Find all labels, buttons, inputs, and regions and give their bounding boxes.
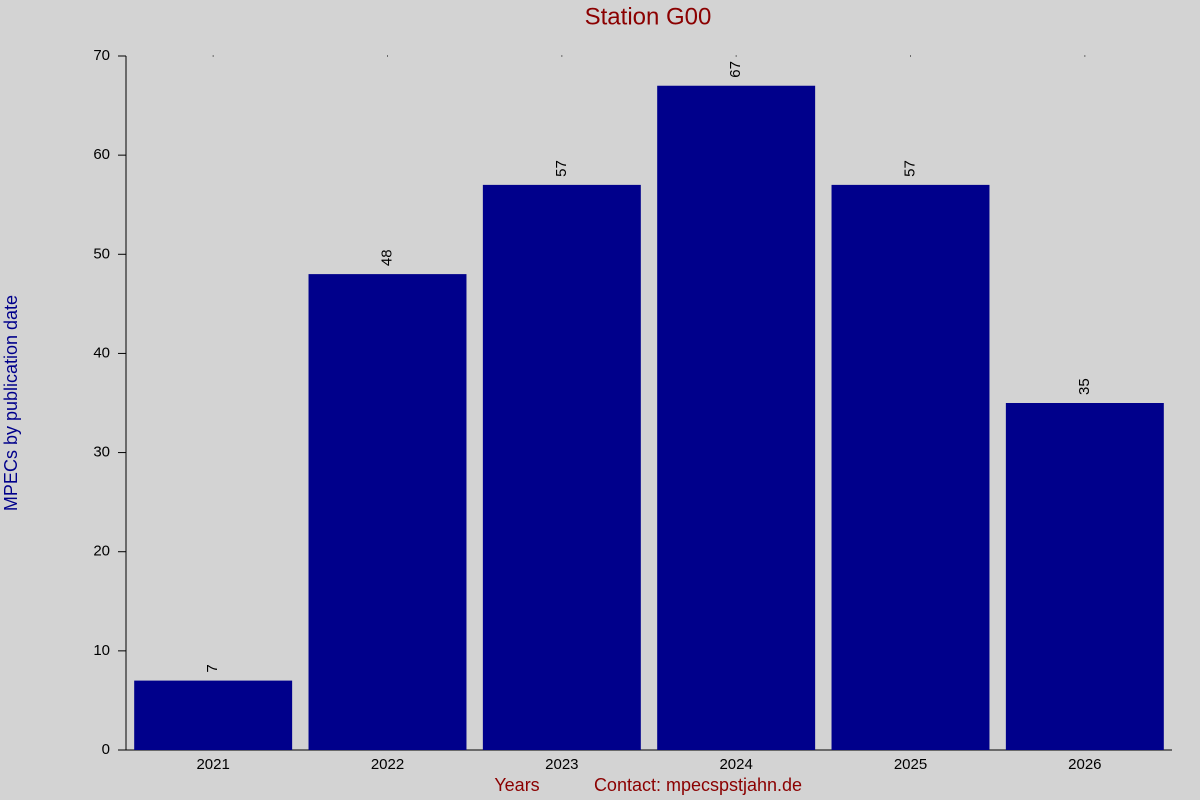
bar (482, 184, 641, 750)
top-dot (212, 55, 214, 57)
value-label: 7 (204, 664, 221, 672)
y-tick-label: 50 (93, 245, 110, 262)
bar (1005, 403, 1164, 750)
y-tick-label: 0 (102, 741, 110, 758)
top-dot (561, 55, 563, 57)
y-tick-label: 30 (93, 444, 110, 461)
chart-title: Station G00 (585, 3, 712, 30)
top-dot (387, 55, 388, 57)
y-tick-label: 20 (93, 543, 110, 560)
x-tick-label: 2021 (196, 756, 229, 773)
y-tick-label: 10 (93, 642, 110, 659)
top-dot (735, 55, 737, 57)
x-tick-label: 2024 (719, 756, 752, 773)
top-dot (910, 55, 911, 57)
y-axis-label: MPECs by publication date (1, 295, 21, 511)
x-tick-label: 2023 (545, 756, 578, 773)
value-label: 35 (1076, 378, 1093, 395)
value-label: 57 (553, 160, 570, 177)
y-tick-label: 70 (93, 47, 110, 64)
y-tick-label: 40 (93, 344, 110, 361)
x-tick-label: 2022 (371, 756, 404, 773)
y-tick-label: 60 (93, 146, 110, 163)
value-label: 67 (727, 61, 744, 78)
bar (831, 184, 990, 750)
top-dot (1084, 55, 1086, 57)
value-label: 48 (378, 249, 395, 266)
x-tick-label: 2026 (1068, 756, 1101, 773)
x-axis-label: Years (494, 775, 539, 795)
bar (308, 274, 467, 750)
bar (657, 85, 816, 750)
x-tick-label: 2025 (894, 756, 927, 773)
value-label: 57 (901, 160, 918, 177)
contact: Contact: mpecspstjahn.de (594, 775, 802, 795)
bar (134, 680, 293, 750)
